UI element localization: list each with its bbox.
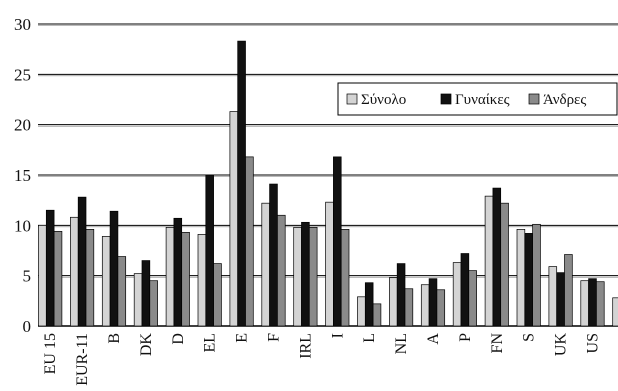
legend-label: Γυναίκες bbox=[455, 92, 510, 108]
y-tick-label: 0 bbox=[23, 317, 32, 336]
y-tick-label: 10 bbox=[14, 216, 31, 235]
bar-men bbox=[213, 263, 222, 327]
bar-men bbox=[468, 270, 477, 327]
x-tick-label: DK bbox=[138, 333, 155, 357]
bar-men bbox=[53, 231, 63, 327]
legend-box bbox=[337, 82, 618, 116]
legend-swatch bbox=[528, 93, 540, 105]
x-tick-label: US bbox=[585, 333, 602, 353]
x-tick-label: F bbox=[266, 333, 283, 342]
bar-men bbox=[596, 281, 605, 327]
bar-women bbox=[205, 174, 214, 327]
x-tick-label: E bbox=[234, 333, 251, 343]
x-tick-label: L bbox=[361, 333, 378, 343]
legend: Σύνολο Γυναίκες Άνδρες bbox=[337, 82, 618, 116]
bar-men bbox=[149, 280, 158, 327]
bar-men bbox=[85, 229, 95, 327]
bar-men bbox=[308, 226, 318, 327]
y-tick-label: 20 bbox=[14, 116, 31, 135]
bar-women bbox=[237, 40, 246, 327]
bar-women bbox=[364, 282, 374, 327]
bar-total bbox=[133, 273, 143, 327]
legend-swatch bbox=[440, 93, 452, 105]
bar-women bbox=[524, 233, 533, 327]
bar-women bbox=[396, 263, 406, 327]
bar-men bbox=[436, 289, 446, 327]
bar-women bbox=[556, 272, 565, 327]
bar-men bbox=[181, 232, 190, 327]
bar-men bbox=[117, 256, 127, 327]
legend-swatch bbox=[346, 93, 358, 105]
x-tick-label: FN bbox=[489, 333, 506, 354]
bar-total bbox=[420, 284, 430, 327]
x-axis-labels: EU 15 EUR-11 B DK D EL E F IRL I L NL A P FN S UK US JP bbox=[42, 333, 618, 386]
x-tick-label: JP bbox=[616, 333, 618, 348]
x-tick-label: B bbox=[106, 333, 123, 344]
y-axis-ticks: 0 5 10 15 20 25 30 bbox=[14, 15, 31, 336]
y-tick-label: 15 bbox=[14, 166, 31, 185]
legend-label: Άνδρες bbox=[543, 92, 586, 108]
bar-women bbox=[333, 156, 342, 327]
bar-total bbox=[293, 226, 302, 327]
bar-total bbox=[612, 297, 618, 327]
bar-total bbox=[101, 236, 111, 327]
bar-men bbox=[372, 303, 382, 327]
legend-label: Σύνολο bbox=[361, 92, 406, 108]
bar-women bbox=[141, 260, 151, 327]
bar-total bbox=[484, 195, 494, 327]
bar-men bbox=[404, 288, 414, 327]
y-tick-label: 30 bbox=[14, 15, 31, 34]
bar-women bbox=[588, 278, 597, 327]
y-tick-label: 5 bbox=[23, 267, 32, 286]
bar-women bbox=[269, 183, 278, 327]
bar-men bbox=[277, 214, 286, 327]
bar-total bbox=[516, 229, 526, 327]
bar-total bbox=[70, 216, 79, 327]
bar-total bbox=[261, 202, 270, 327]
x-tick-label: EU 15 bbox=[42, 333, 59, 374]
x-tick-label: I bbox=[329, 333, 346, 338]
bar-total bbox=[357, 296, 366, 327]
x-tick-label: D bbox=[170, 333, 187, 345]
x-tick-label: A bbox=[425, 333, 442, 345]
bar-men bbox=[500, 202, 509, 327]
x-tick-label: S bbox=[521, 333, 538, 342]
x-tick-label: IRL bbox=[297, 333, 314, 359]
bar-total bbox=[229, 111, 239, 327]
bar-women bbox=[77, 196, 87, 327]
bar-total bbox=[325, 201, 334, 327]
bar-total bbox=[197, 234, 207, 327]
bar-total bbox=[580, 280, 589, 327]
bar-men bbox=[532, 223, 541, 327]
bar-women bbox=[45, 209, 55, 327]
bar-women bbox=[492, 187, 502, 327]
x-tick-label: EL bbox=[202, 333, 219, 353]
bar-men bbox=[245, 156, 254, 327]
bar-men bbox=[340, 229, 350, 327]
bar-women bbox=[173, 217, 183, 327]
bars bbox=[38, 40, 618, 327]
x-tick-label: NL bbox=[393, 333, 410, 354]
y-tick-label: 25 bbox=[14, 65, 31, 84]
x-tick-label: P bbox=[457, 333, 474, 342]
bar-total bbox=[389, 277, 398, 327]
bar-women bbox=[428, 278, 438, 327]
bar-women bbox=[301, 221, 310, 327]
x-tick-label: EUR-11 bbox=[74, 333, 91, 386]
bar-women bbox=[460, 253, 470, 327]
x-tick-label: UK bbox=[553, 333, 570, 357]
bar-total bbox=[452, 262, 462, 327]
bar-total bbox=[38, 224, 47, 327]
bar-total bbox=[548, 266, 558, 327]
bar-total bbox=[165, 226, 175, 327]
bar-men bbox=[564, 254, 573, 327]
bar-women bbox=[109, 210, 119, 327]
